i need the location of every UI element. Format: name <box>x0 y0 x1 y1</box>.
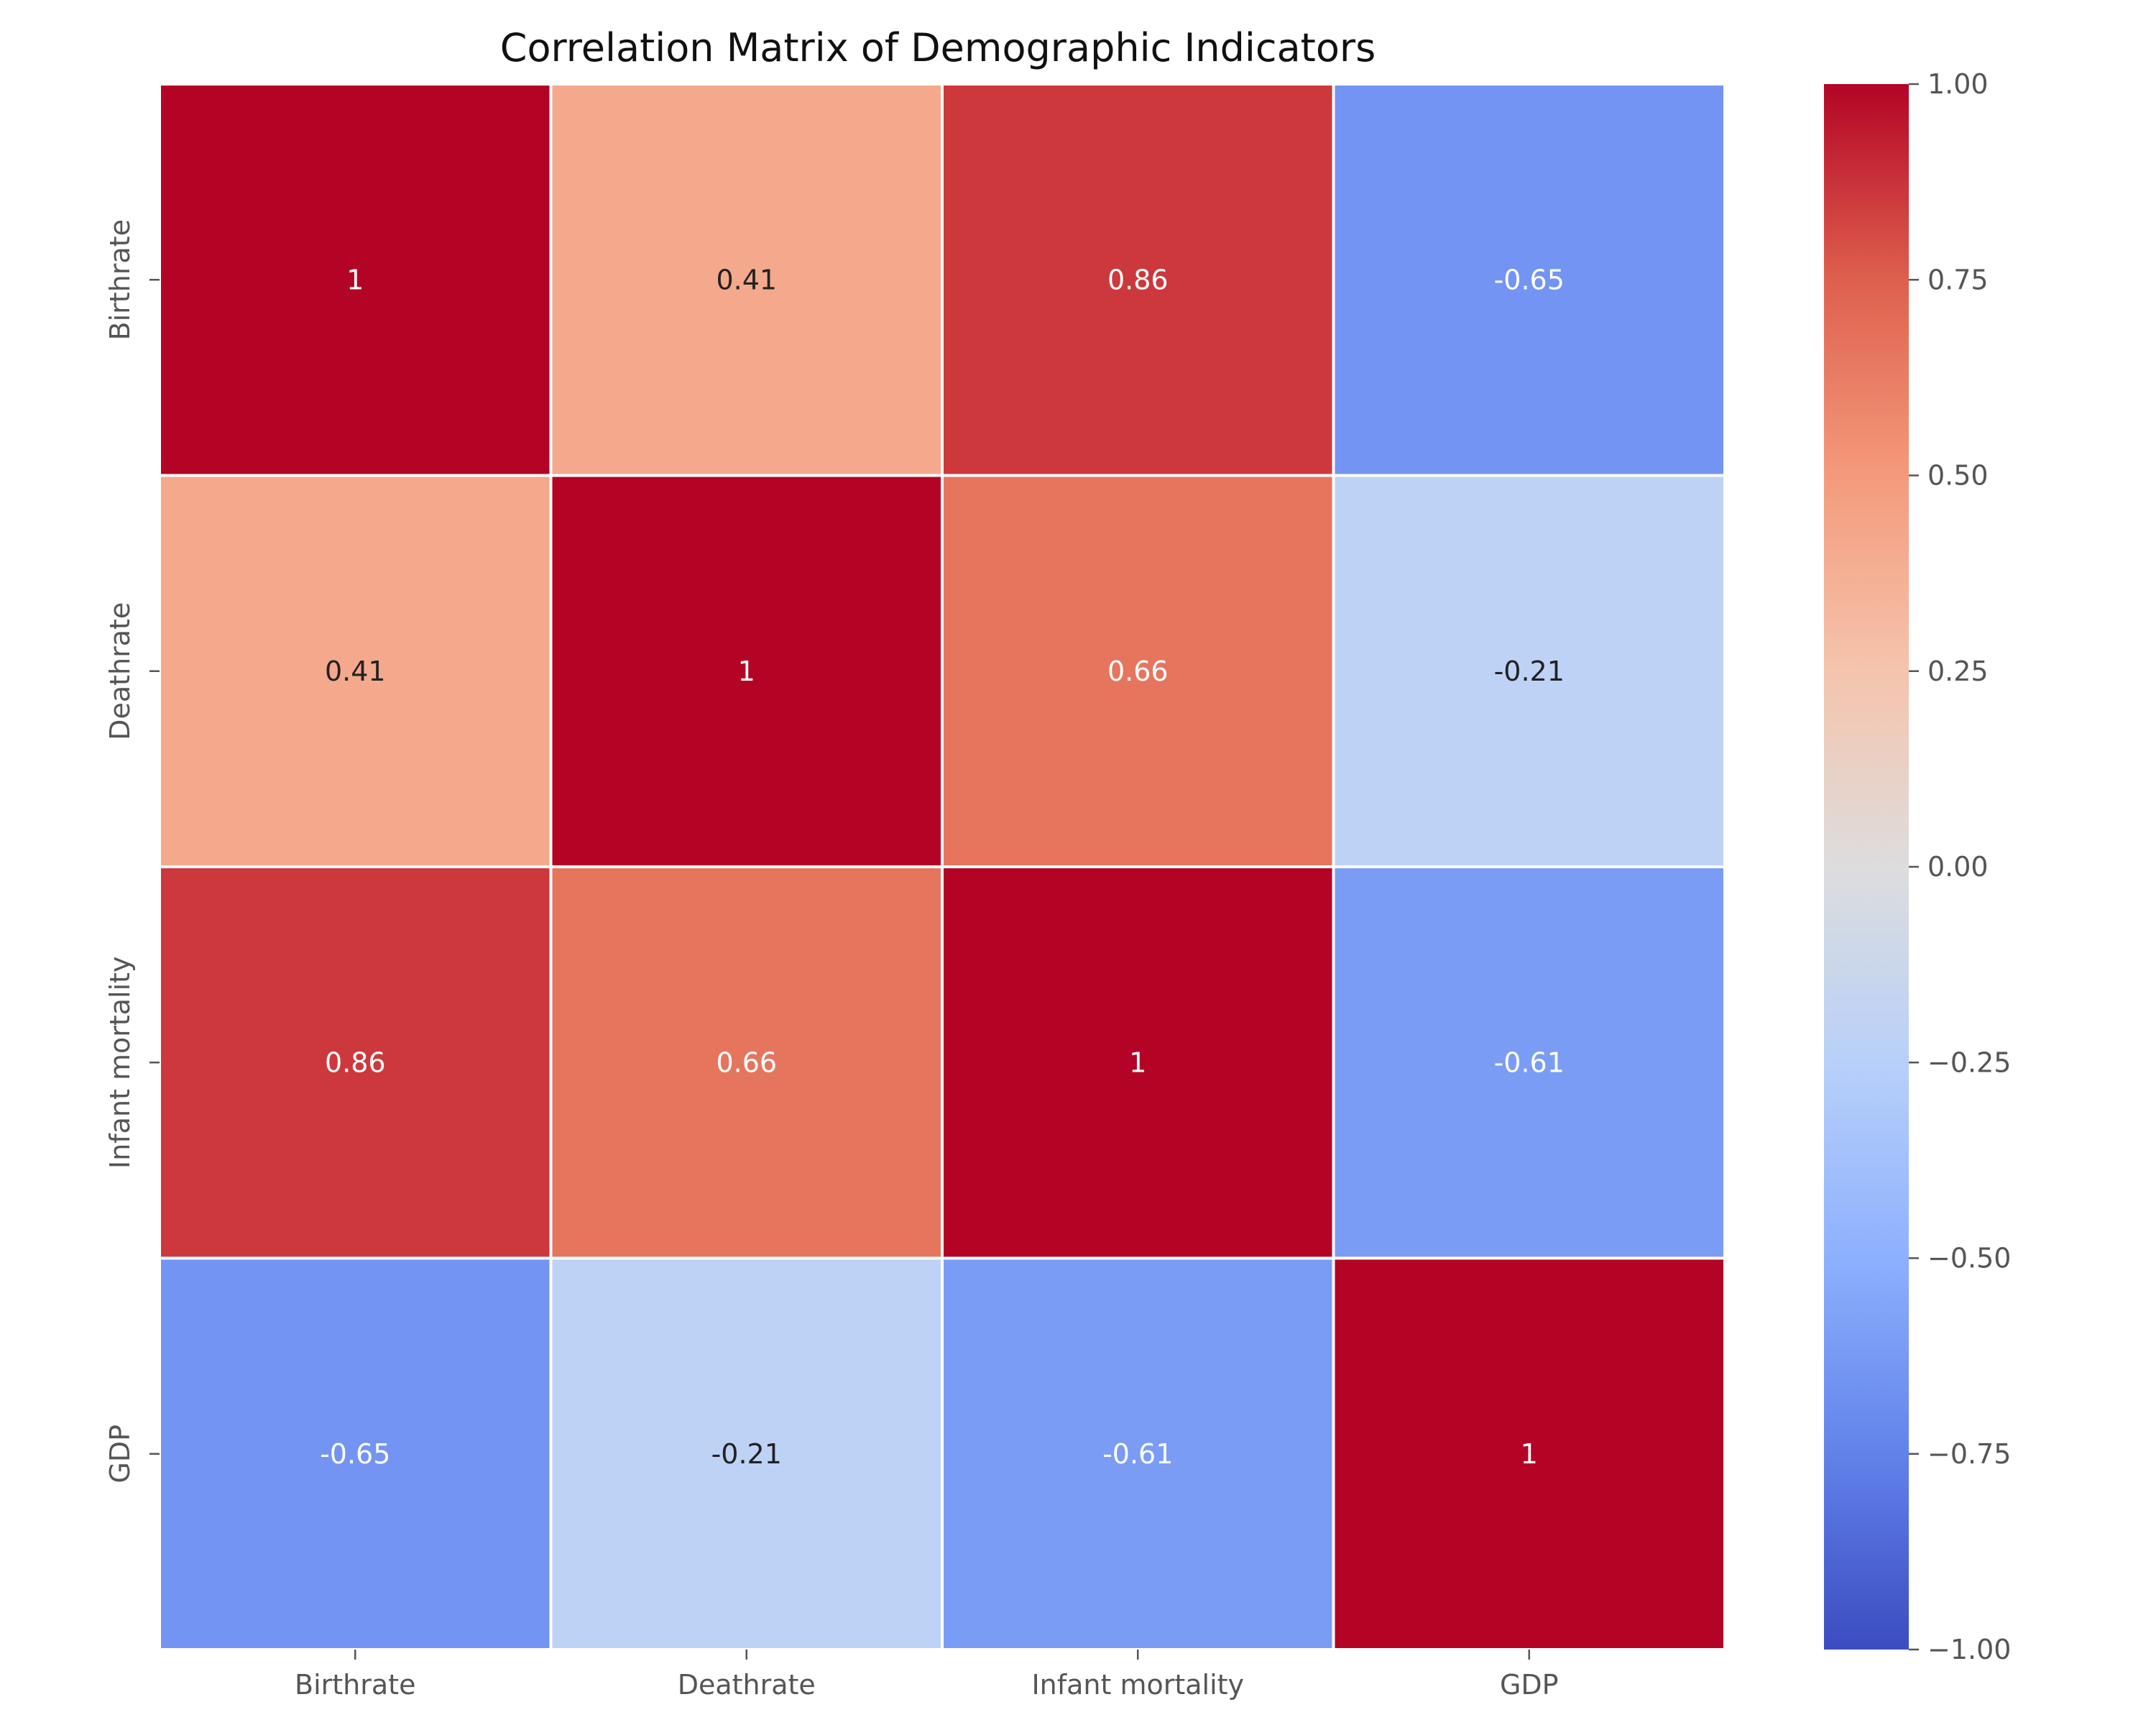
cell-value-label: 0.86 <box>1107 264 1169 295</box>
cell-value-label: -0.61 <box>1494 1046 1565 1078</box>
heatmap-cell <box>1332 1256 1726 1651</box>
chart-title: Correlation Matrix of Demographic Indica… <box>500 25 1376 70</box>
y-axis: Birthrate Deathrate Infant mortality GDP <box>104 219 160 1484</box>
cell-value-label: -0.21 <box>711 1438 782 1470</box>
colorbar-tick-label: 0.75 <box>1927 264 1989 295</box>
colorbar-tick-label: −0.50 <box>1927 1243 2011 1274</box>
heatmap-cell <box>1332 83 1726 477</box>
heatmap-cell <box>1332 865 1726 1260</box>
cell-value-label: -0.61 <box>1102 1438 1173 1470</box>
cell-value-label: 1 <box>1129 1046 1146 1078</box>
heatmap-cell-labels: 1 0.41 0.86 -0.65 0.41 1 0.66 -0.21 0.86 0.66 1 -0.… <box>320 264 1565 1470</box>
x-tick-label: GDP <box>1500 1669 1559 1701</box>
cell-value-label: 1 <box>1521 1438 1538 1470</box>
colorbar-gradient <box>1824 84 1909 1650</box>
cell-value-label: 0.86 <box>325 1046 386 1078</box>
heatmap-cell <box>549 83 944 477</box>
cell-value-label: -0.21 <box>1494 656 1565 687</box>
colorbar-tick-label: −0.25 <box>1927 1046 2011 1078</box>
x-tick-label: Infant mortality <box>1031 1669 1244 1701</box>
colorbar-tick-label: 1.00 <box>1927 68 1989 100</box>
colorbar-tick-label: 0.25 <box>1927 656 1989 687</box>
y-tick-label: Infant mortality <box>104 956 136 1169</box>
cell-value-label: 1 <box>738 656 755 687</box>
cell-value-label: 0.66 <box>716 1046 777 1078</box>
heatmap-cell <box>549 865 944 1260</box>
heatmap-cell <box>941 83 1335 477</box>
y-tick-label: Birthrate <box>104 219 136 340</box>
y-tick-label: Deathrate <box>104 602 136 740</box>
heatmap-cell <box>941 1256 1335 1651</box>
y-tick-label: GDP <box>104 1425 136 1484</box>
cell-value-label: 1 <box>346 264 364 295</box>
colorbar-tick-label: −1.00 <box>1927 1634 2011 1665</box>
heatmap-cell <box>158 1256 553 1651</box>
x-axis: Birthrate Deathrate Infant mortality GDP <box>295 1650 1559 1701</box>
heatmap-cell <box>549 1256 944 1651</box>
colorbar-tick-label: 0.50 <box>1927 460 1989 492</box>
heatmap-cell <box>1332 474 1726 868</box>
cell-value-label: 0.66 <box>1107 656 1169 687</box>
cell-value-label: 0.41 <box>716 264 777 295</box>
cell-value-label: -0.65 <box>320 1438 390 1470</box>
heatmap-cells <box>158 83 1726 1651</box>
colorbar-tick-label: −0.75 <box>1927 1438 2011 1470</box>
x-tick-label: Deathrate <box>678 1669 816 1701</box>
x-tick-label: Birthrate <box>295 1669 415 1701</box>
heatmap-cell <box>158 474 553 868</box>
cell-value-label: -0.65 <box>1494 264 1565 295</box>
cell-value-label: 0.41 <box>325 656 386 687</box>
heatmap-cell <box>549 474 944 868</box>
heatmap-cell <box>158 83 553 477</box>
colorbar-tick-label: 0.00 <box>1927 851 1989 883</box>
colorbar: −1.00 −0.75 −0.50 −0.25 0.00 0.25 0.50 0.75 1.00 <box>1824 68 2011 1665</box>
